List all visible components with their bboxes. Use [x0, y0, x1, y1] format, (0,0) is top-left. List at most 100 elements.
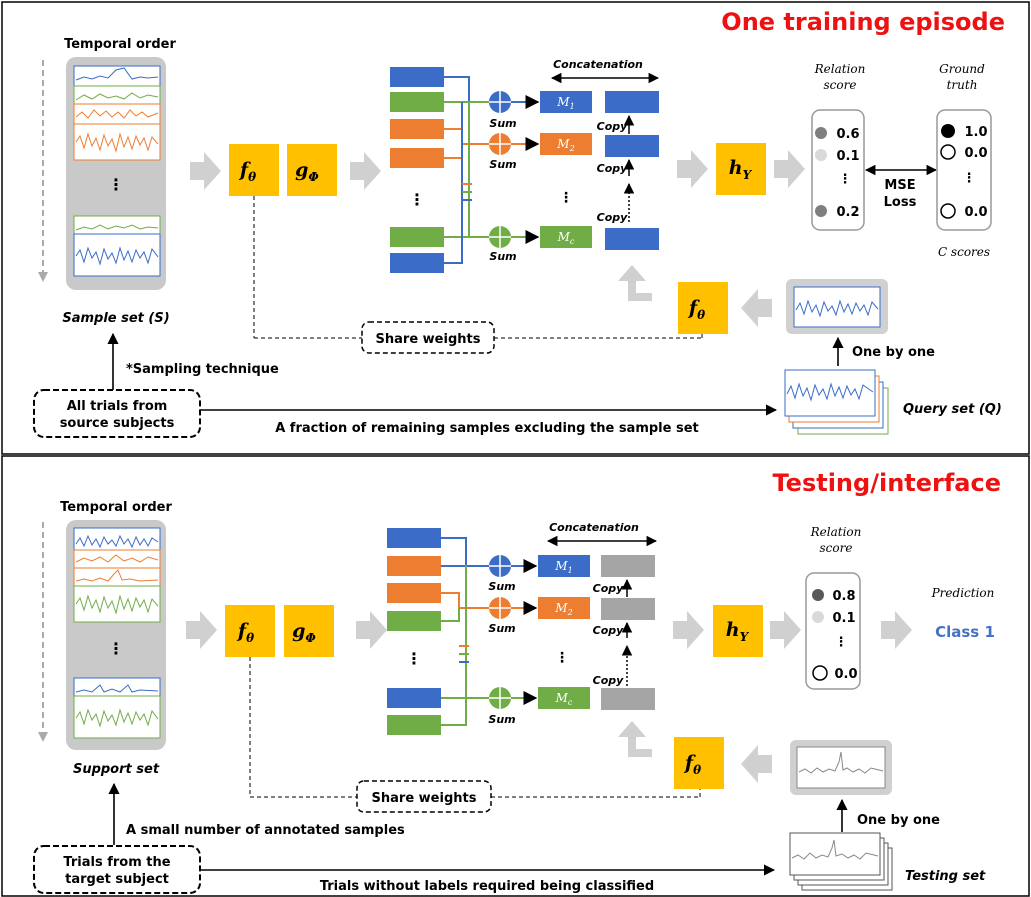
g-phi-label: gΦ — [295, 159, 319, 184]
copy-box-2 — [601, 598, 655, 620]
sum-node-c: Sum — [489, 226, 517, 263]
relation-score-title-2: score — [824, 78, 857, 92]
relation-score-title-1: Relation — [810, 525, 862, 539]
relation-score-box — [811, 109, 865, 231]
m1-box — [540, 91, 592, 113]
loss-line1: MSE — [884, 178, 915, 193]
sum-node-1: Sum — [488, 555, 516, 593]
f-theta-label: fθ — [238, 159, 256, 184]
copy-box-1 — [601, 555, 655, 577]
copy-label: Copy — [593, 674, 625, 687]
unlabeled-trials-label: Trials without labels required being cla… — [320, 879, 654, 894]
signal-thumbnails: ⋮ — [73, 65, 161, 277]
copy-box-2 — [605, 135, 659, 157]
truth-value: 0.0 — [964, 205, 987, 220]
f-theta-label: fθ — [236, 620, 254, 645]
temporal-order-label: Temporal order — [64, 37, 176, 52]
svg-text:Sum: Sum — [489, 250, 516, 263]
f-theta-query-module — [678, 282, 728, 334]
flow-arrow — [356, 611, 387, 649]
flow-arrow — [350, 152, 381, 190]
testing-set-stack — [789, 832, 893, 891]
score-dot — [815, 205, 827, 217]
target-box-line2: target subject — [65, 872, 169, 887]
copy-label: Copy — [597, 162, 629, 175]
score-value: 0.8 — [832, 589, 855, 604]
source-box-line2: source subjects — [60, 416, 175, 431]
copy-box-1 — [605, 91, 659, 113]
copy-label: Copy — [593, 624, 625, 637]
f-theta-module — [225, 605, 275, 657]
testing-set-label: Testing set — [905, 869, 986, 884]
truth-dot — [940, 203, 956, 219]
temporal-arrow-head — [38, 272, 48, 282]
mc-label: Mc — [557, 230, 575, 246]
support-set-label: Support set — [73, 762, 160, 777]
g-phi-module — [284, 605, 334, 657]
svg-text:Sum: Sum — [488, 580, 515, 593]
svg-text:⋮: ⋮ — [555, 650, 569, 666]
h-upsilon-label: hΥ — [726, 619, 750, 644]
score-value: 0.1 — [836, 149, 859, 164]
flow-arrow — [186, 611, 217, 649]
flow-arrow — [741, 745, 772, 783]
sum-node-c: Sum — [488, 687, 516, 726]
truth-value: 1.0 — [964, 125, 987, 140]
h-upsilon-label: hΥ — [729, 157, 753, 182]
truth-dot — [941, 124, 955, 138]
svg-text:⋮: ⋮ — [839, 172, 852, 187]
mc-label: Mc — [555, 691, 573, 707]
score-dot — [815, 149, 827, 161]
m2-box — [540, 133, 592, 155]
f-theta-test-module — [674, 737, 724, 789]
svg-text:⋮: ⋮ — [108, 175, 124, 194]
f-theta-module — [229, 144, 279, 196]
mc-box — [538, 687, 590, 709]
sum-node-2: Sum — [488, 597, 516, 635]
panel-title: One training episode — [721, 8, 1005, 36]
target-box-line1: Trials from the — [63, 855, 170, 870]
score-dot — [815, 127, 827, 139]
copy-label: Copy — [597, 120, 629, 133]
svg-text:Sum: Sum — [488, 713, 515, 726]
flow-arrow — [677, 150, 708, 188]
sample-set-label: Sample set (S) — [62, 311, 169, 326]
concatenation-label: Concatenation — [549, 521, 639, 534]
score-value: 0.0 — [834, 667, 857, 682]
sum-node-2: Sum — [489, 133, 517, 171]
svg-text:Sum: Sum — [488, 622, 515, 635]
one-by-one-label: One by one — [852, 345, 935, 360]
g-phi-label: gΦ — [292, 620, 316, 645]
ground-truth-title-1: Ground — [939, 62, 985, 76]
prediction-title: Prediction — [931, 586, 995, 600]
svg-text:⋮: ⋮ — [409, 190, 425, 209]
svg-text:⋮: ⋮ — [108, 639, 124, 658]
remaining-samples-label: A fraction of remaining samples excludin… — [275, 421, 699, 436]
signal-thumbnails: ⋮ — [73, 527, 161, 739]
flow-arrow — [741, 289, 772, 327]
concatenation-label: Concatenation — [553, 58, 643, 71]
ground-truth-box — [936, 109, 992, 231]
query-sample — [793, 286, 881, 328]
ground-truth-title-2: truth — [947, 78, 978, 92]
f-theta-test-label: fθ — [683, 752, 701, 777]
temporal-order-label: Temporal order — [60, 500, 172, 515]
source-subjects-box — [33, 389, 201, 438]
feature-maps: ⋮ — [387, 528, 489, 735]
prediction-value: Class 1 — [935, 623, 995, 641]
svg-text:Sum: Sum — [489, 117, 516, 130]
svg-text:Sum: Sum — [489, 158, 516, 171]
loss-line2: Loss — [884, 195, 917, 210]
flow-arrow — [774, 150, 805, 188]
sampling-technique-label: *Sampling technique — [126, 362, 279, 377]
svg-text:⋮: ⋮ — [835, 635, 848, 650]
relation-score-box — [805, 572, 861, 690]
flow-arrow — [770, 611, 801, 649]
query-set-label: Query set (Q) — [903, 402, 1002, 417]
sum-node-1: Sum — [489, 91, 517, 130]
h-upsilon-module — [716, 143, 766, 195]
score-value: 0.6 — [836, 127, 859, 142]
testing-panel: Testing/interface Temporal order ⋮ Suppo… — [1, 455, 1030, 897]
h-upsilon-module — [713, 605, 763, 657]
